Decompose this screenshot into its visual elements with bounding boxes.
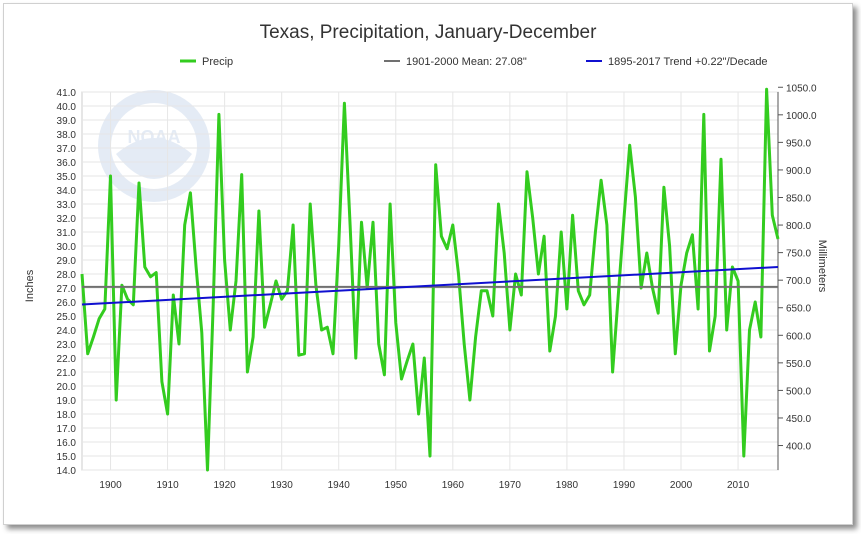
y2-tick-label: 700.0 xyxy=(786,276,811,287)
y-tick-label: 31.0 xyxy=(57,228,77,239)
y-tick-label: 23.0 xyxy=(57,340,77,351)
x-tick-label: 1990 xyxy=(613,480,636,491)
y-tick-label: 32.0 xyxy=(57,214,77,225)
y2-tick-label: 800.0 xyxy=(786,221,811,232)
y-tick-label: 26.0 xyxy=(57,298,77,309)
y-tick-label: 24.0 xyxy=(57,326,77,337)
y2-tick-label: 750.0 xyxy=(786,249,811,260)
y-tick-label: 38.0 xyxy=(57,130,77,141)
y-tick-label: 30.0 xyxy=(57,242,77,253)
y2-tick-label: 900.0 xyxy=(786,166,811,177)
y2-tick-label: 600.0 xyxy=(786,331,811,342)
y2-tick-label: 950.0 xyxy=(786,138,811,149)
y2-tick-label: 1050.0 xyxy=(786,83,817,94)
y-tick-label: 18.0 xyxy=(57,410,77,421)
legend: Precip 1901-2000 Mean: 27.08" 1895-2017 … xyxy=(180,56,768,68)
x-tick-label: 1920 xyxy=(213,480,236,491)
trend-series-line xyxy=(81,266,779,306)
y2-tick-label: 1000.0 xyxy=(786,111,817,122)
x-tick-label: 1910 xyxy=(156,480,179,491)
series xyxy=(80,87,780,472)
y-tick-label: 29.0 xyxy=(57,256,77,267)
precip-series-line xyxy=(80,87,780,472)
legend-trend-label: 1895-2017 Trend +0.22"/Decade xyxy=(608,56,768,68)
y-tick-label: 14.0 xyxy=(57,466,77,477)
legend-precip-label: Precip xyxy=(202,56,233,68)
chart-frame: Texas, Precipitation, January-December P… xyxy=(3,3,853,525)
y-tick-label: 28.0 xyxy=(57,270,77,281)
y2-tick-label: 450.0 xyxy=(786,414,811,425)
y2-tick-label: 500.0 xyxy=(786,386,811,397)
y-tick-label: 16.0 xyxy=(57,438,77,449)
noaa-logo-watermark: NOAA xyxy=(98,90,210,202)
x-tick-label: 1950 xyxy=(385,480,408,491)
y2-axis-label: Millimeters xyxy=(816,240,828,293)
y-tick-label: 20.0 xyxy=(57,382,77,393)
y-tick-label: 37.0 xyxy=(57,144,77,155)
x-tick-label: 2000 xyxy=(670,480,693,491)
x-tick-label: 1960 xyxy=(442,480,465,491)
precipitation-chart: Texas, Precipitation, January-December P… xyxy=(24,22,828,491)
legend-mean-label: 1901-2000 Mean: 27.08" xyxy=(406,56,527,68)
y-tick-label: 21.0 xyxy=(57,368,77,379)
y-tick-label: 15.0 xyxy=(57,452,77,463)
y2-tick-label: 400.0 xyxy=(786,442,811,453)
x-tick-label: 1900 xyxy=(99,480,122,491)
x-tick-label: 1980 xyxy=(556,480,579,491)
x-tick-label: 2010 xyxy=(727,480,750,491)
y-tick-label: 19.0 xyxy=(57,396,77,407)
y2-tick-label: 850.0 xyxy=(786,193,811,204)
chart-title: Texas, Precipitation, January-December xyxy=(260,22,598,43)
axis-ticks: 14.0 15.0 16.0 17.0 18.0 19.0 20.0 21.0 22.0 23.0… xyxy=(57,83,817,491)
y2-tick-label: 650.0 xyxy=(786,304,811,315)
y-tick-label: 34.0 xyxy=(57,186,77,197)
y-tick-label: 41.0 xyxy=(57,88,77,99)
y-tick-label: 36.0 xyxy=(57,158,77,169)
y-tick-label: 39.0 xyxy=(57,116,77,127)
y-tick-label: 40.0 xyxy=(57,102,77,113)
y-tick-label: 17.0 xyxy=(57,424,77,435)
svg-text:NOAA: NOAA xyxy=(128,127,181,147)
y-tick-label: 22.0 xyxy=(57,354,77,365)
x-tick-label: 1940 xyxy=(328,480,351,491)
y-tick-label: 27.0 xyxy=(57,284,77,295)
y-axis-label: Inches xyxy=(24,269,36,302)
x-tick-label: 1970 xyxy=(499,480,522,491)
y-tick-label: 25.0 xyxy=(57,312,77,323)
y-tick-label: 33.0 xyxy=(57,200,77,211)
y2-tick-label: 550.0 xyxy=(786,359,811,370)
y-tick-label: 35.0 xyxy=(57,172,77,183)
x-tick-label: 1930 xyxy=(271,480,294,491)
